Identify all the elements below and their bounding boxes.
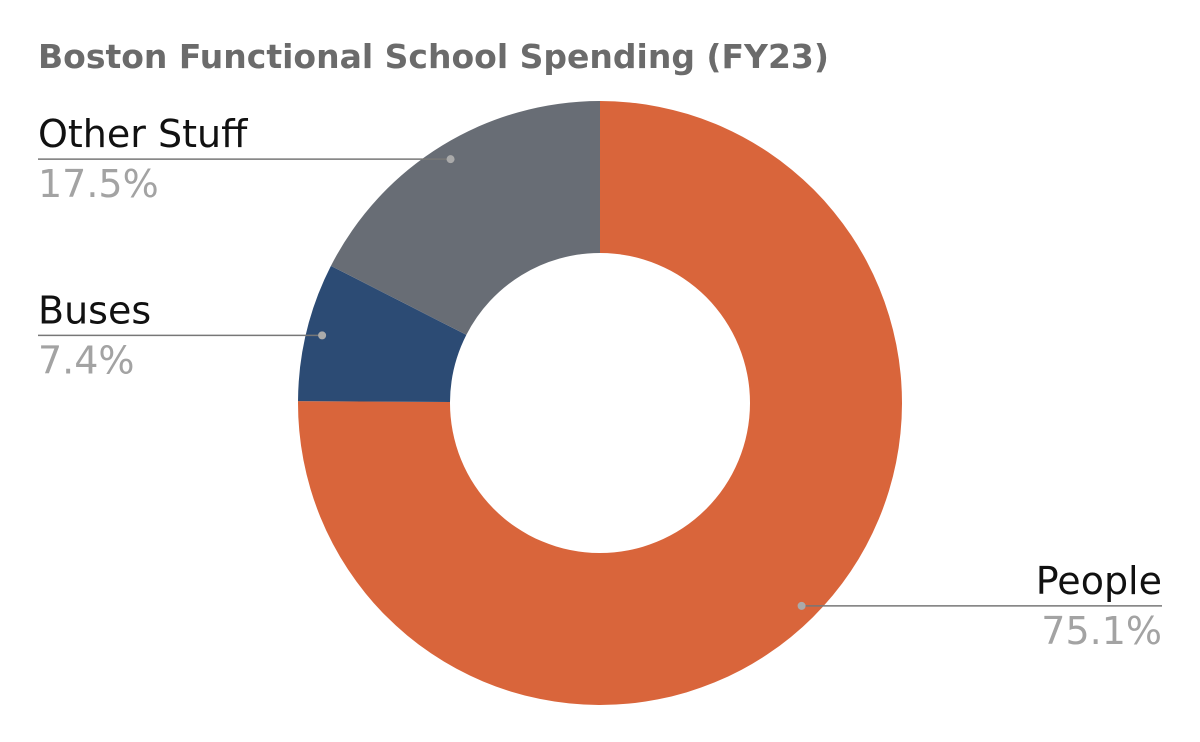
leader-dot [318, 331, 327, 340]
slice-value-label: 7.4% [38, 338, 135, 382]
leader-dot [446, 155, 455, 164]
slice-label: Other Stuff [38, 112, 248, 156]
donut-slice [298, 101, 902, 706]
chart-title: Boston Functional School Spending (FY23) [38, 37, 829, 76]
slice-value-label: 17.5% [38, 162, 159, 206]
slice-label: Buses [38, 288, 151, 332]
slice-value-label: 75.1% [1041, 609, 1162, 653]
slice-label: People [1036, 559, 1162, 603]
donut-slice [298, 265, 467, 403]
donut-slice [330, 101, 600, 335]
leader-dot [797, 601, 806, 610]
